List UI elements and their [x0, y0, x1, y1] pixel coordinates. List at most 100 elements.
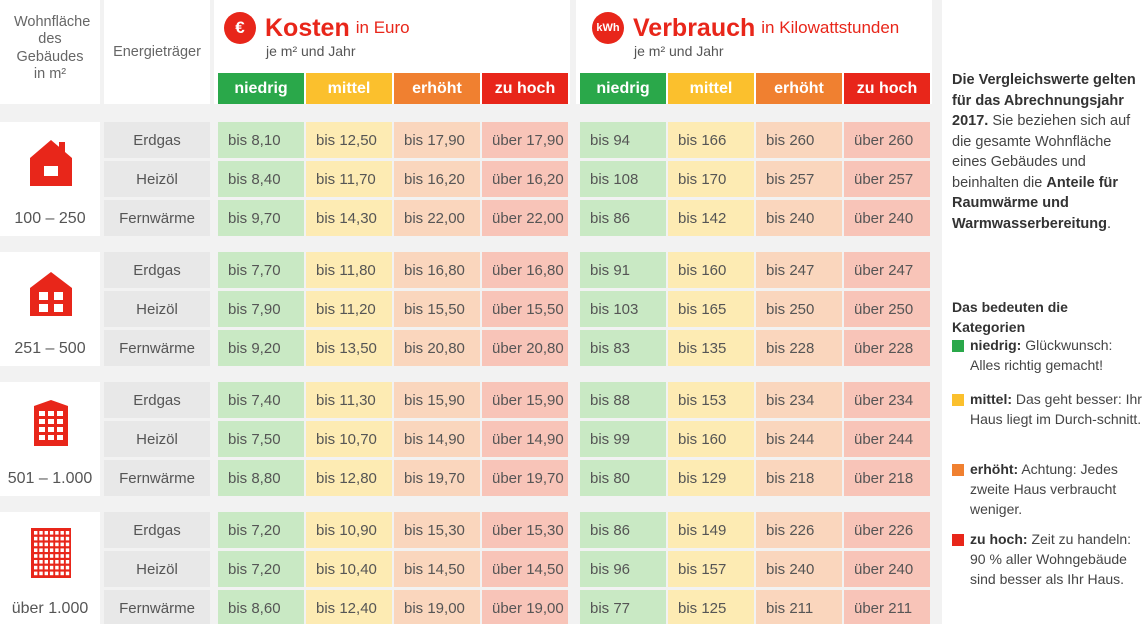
cost-value-cell: bis 10,40 — [306, 551, 392, 587]
cost-value-cell: bis 13,50 — [306, 330, 392, 366]
consumption-category-header: niedrig — [580, 73, 666, 104]
consumption-value-cell: über 228 — [844, 330, 930, 366]
cost-value-cell: bis 9,20 — [218, 330, 304, 366]
legend-description: Achtung: Jedes zweite Haus verbraucht we… — [970, 461, 1118, 517]
intro-bold2: Anteile für Raumwärme und Warmwasserbere… — [952, 174, 1119, 233]
consumption-value-cell: über 257 — [844, 161, 930, 197]
cost-value-cell: bis 12,50 — [306, 122, 392, 158]
legend-description: Zeit zu handeln: 90 % aller Wohngebäude … — [970, 531, 1132, 587]
consumption-value-cell: bis 247 — [756, 252, 842, 288]
consumption-value-cell: bis 226 — [756, 512, 842, 548]
cost-value-cell: bis 20,80 — [394, 330, 480, 366]
cost-value-cell: bis 10,70 — [306, 421, 392, 457]
consumption-value-cell: bis 99 — [580, 421, 666, 457]
carrier-header: Energieträger — [104, 0, 210, 104]
consumption-value-cell: bis 149 — [668, 512, 754, 548]
size-label: 100 – 250 — [14, 210, 86, 227]
cost-value-cell: bis 16,80 — [394, 252, 480, 288]
consumption-title-main: Verbrauch — [633, 13, 756, 42]
cost-value-cell: über 19,00 — [482, 590, 568, 624]
legend-term: niedrig: — [970, 337, 1022, 353]
cost-category-header: mittel — [306, 73, 392, 104]
energy-carrier-cell: Erdgas — [104, 382, 210, 418]
consumption-title-suffix: in Kilowattstunden — [761, 18, 900, 37]
cost-value-cell: über 17,90 — [482, 122, 568, 158]
cost-value-cell: über 19,70 — [482, 460, 568, 496]
cost-value-cell: über 20,80 — [482, 330, 568, 366]
house-medium-icon — [28, 266, 74, 320]
legend-item: erhöht: Achtung: Jedes zweite Haus verbr… — [952, 460, 1142, 520]
sidebar-panel — [942, 0, 1144, 624]
energy-carrier-cell: Heizöl — [104, 551, 210, 587]
consumption-value-cell: bis 135 — [668, 330, 754, 366]
consumption-value-cell: bis 160 — [668, 252, 754, 288]
cost-value-cell: bis 11,70 — [306, 161, 392, 197]
cost-value-cell: über 15,90 — [482, 382, 568, 418]
consumption-value-cell: bis 228 — [756, 330, 842, 366]
consumption-value-cell: bis 166 — [668, 122, 754, 158]
euro-icon: € — [224, 12, 256, 44]
cost-value-cell: bis 11,30 — [306, 382, 392, 418]
cost-value-cell: bis 12,80 — [306, 460, 392, 496]
consumption-value-cell: bis 142 — [668, 200, 754, 236]
consumption-title: kWh Verbrauch in Kilowattstunden — [592, 12, 899, 44]
legend-item: niedrig: Glückwunsch: Alles richtig gema… — [952, 336, 1142, 376]
consumption-value-cell: bis 250 — [756, 291, 842, 327]
cost-value-cell: bis 14,50 — [394, 551, 480, 587]
legend-title: Das bedeuten die Kategorien — [952, 299, 1068, 335]
consumption-value-cell: über 218 — [844, 460, 930, 496]
size-label: 501 – 1.000 — [7, 470, 93, 487]
size-label: über 1.000 — [11, 600, 89, 617]
consumption-value-cell: bis 218 — [756, 460, 842, 496]
consumption-category-header: erhöht — [756, 73, 842, 104]
cost-value-cell: bis 8,10 — [218, 122, 304, 158]
legend-color-swatch — [952, 534, 964, 546]
cost-value-cell: bis 7,50 — [218, 421, 304, 457]
energy-carrier-cell: Fernwärme — [104, 330, 210, 366]
cost-value-cell: bis 8,60 — [218, 590, 304, 624]
legend-text: zu hoch: Zeit zu handeln: 90 % aller Woh… — [970, 530, 1142, 590]
legend-term: erhöht: — [970, 461, 1019, 477]
cost-value-cell: bis 7,90 — [218, 291, 304, 327]
consumption-value-cell: über 211 — [844, 590, 930, 624]
sidebar-intro: Die Vergleichswerte gelten für das Abrec… — [952, 70, 1142, 235]
energy-carrier-cell: Heizöl — [104, 291, 210, 327]
consumption-value-cell: bis 125 — [668, 590, 754, 624]
kwh-icon: kWh — [592, 12, 624, 44]
consumption-value-cell: bis 165 — [668, 291, 754, 327]
consumption-value-cell: über 240 — [844, 200, 930, 236]
legend-term: mittel: — [970, 391, 1012, 407]
cost-value-cell: bis 15,50 — [394, 291, 480, 327]
intro-bold: Die Vergleichswerte gelten für das Abrec… — [952, 72, 1136, 130]
cost-value-cell: bis 14,90 — [394, 421, 480, 457]
consumption-value-cell: bis 257 — [756, 161, 842, 197]
consumption-value-cell: über 226 — [844, 512, 930, 548]
consumption-subtitle: je m² und Jahr — [634, 43, 724, 59]
size-cell: 501 – 1.000 — [0, 382, 100, 496]
energy-carrier-cell: Fernwärme — [104, 460, 210, 496]
energy-carrier-cell: Erdgas — [104, 512, 210, 548]
consumption-value-cell: bis 86 — [580, 512, 666, 548]
area-header: Wohnfläche des Gebäudes in m² — [0, 0, 100, 104]
cost-category-header: niedrig — [218, 73, 304, 104]
cost-value-cell: über 14,90 — [482, 421, 568, 457]
cost-value-cell: bis 15,30 — [394, 512, 480, 548]
cost-value-cell: über 14,50 — [482, 551, 568, 587]
legend-text: niedrig: Glückwunsch: Alles richtig gema… — [970, 336, 1142, 376]
consumption-value-cell: bis 157 — [668, 551, 754, 587]
cost-value-cell: bis 7,40 — [218, 382, 304, 418]
costs-title-suffix: in Euro — [355, 18, 410, 37]
size-group: 251 – 500 Erdgas bis 7,70 bis 11,80 bis 16,8… — [0, 252, 940, 366]
consumption-value-cell: bis 91 — [580, 252, 666, 288]
consumption-value-cell: über 234 — [844, 382, 930, 418]
energy-carrier-cell: Erdgas — [104, 252, 210, 288]
legend-color-swatch — [952, 394, 964, 406]
size-cell: über 1.000 — [0, 512, 100, 624]
consumption-value-cell: bis 103 — [580, 291, 666, 327]
cost-category-header: zu hoch — [482, 73, 568, 104]
legend-text: mittel: Das geht besser: Ihr Haus liegt … — [970, 390, 1142, 430]
cost-value-cell: über 15,30 — [482, 512, 568, 548]
consumption-value-cell: über 250 — [844, 291, 930, 327]
consumption-value-cell: bis 83 — [580, 330, 666, 366]
